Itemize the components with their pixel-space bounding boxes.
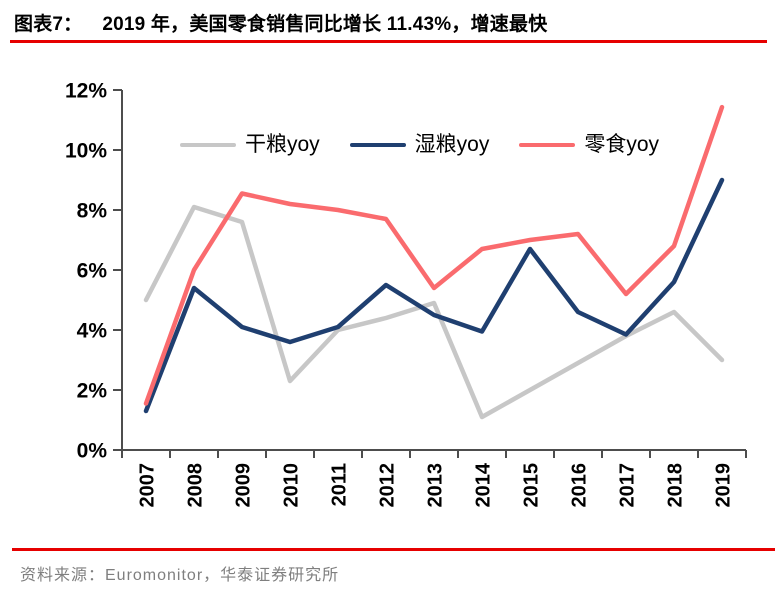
chart-svg: 0% 2% 4% 6% 8% 10% 12% 2007 2008 2009 2010 2011 2012… [65,80,747,508]
figure-header: 图表7： 2019 年，美国零食销售同比增长 11.43%，增速最快 [14,9,767,36]
y-tick-label: 8% [77,200,108,223]
source-note: 资料来源：Euromonitor，华泰证券研究所 [20,567,340,584]
figure-title: 2019 年，美国零食销售同比增长 11.43%，增速最快 [102,14,548,35]
x-tick-label: 2017 [617,463,639,508]
x-tick-label: 2018 [665,463,687,508]
y-tick-label: 0% [77,440,108,463]
x-tick-label: 2011 [329,463,351,506]
figure-number-label: 图表7： [14,14,83,35]
x-tick-label: 2015 [521,463,543,508]
x-tick-label: 2009 [233,463,255,508]
title-underline [10,40,767,43]
x-tick-label: 2008 [185,463,207,508]
y-tick-label: 6% [77,260,108,283]
y-tick-label: 10% [65,140,107,163]
footer-rule [12,548,775,551]
series-line-干粮yoy [143,204,725,420]
line-chart: 0% 2% 4% 6% 8% 10% 12% 2007 2008 2009 2010 2011 2012… [0,50,775,550]
x-tick-label: 2012 [377,463,399,508]
series-line-零食yoy [143,104,725,406]
x-tick-label: 2010 [281,463,303,508]
x-tick-label: 2007 [137,463,159,508]
series-line-湿粮yoy [143,177,725,414]
x-tick-label: 2016 [569,463,591,508]
y-tick-label: 4% [77,320,108,343]
x-tick-label: 2014 [473,462,495,507]
x-tick-label: 2019 [713,463,735,508]
y-tick-label: 12% [65,80,107,103]
y-tick-label: 2% [77,380,108,403]
x-tick-label: 2013 [425,463,447,508]
